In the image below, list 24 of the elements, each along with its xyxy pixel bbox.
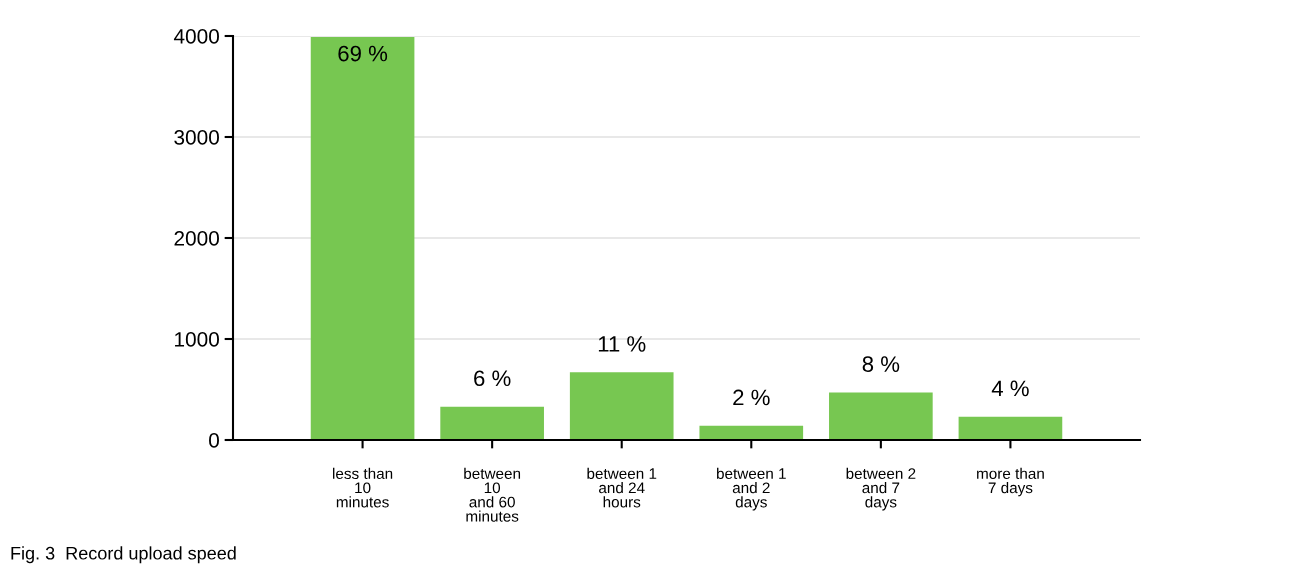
bar bbox=[569, 372, 674, 440]
x-tick-label: between 1 and 2 days bbox=[717, 467, 786, 511]
annotation: 8 % bbox=[862, 356, 900, 372]
bar bbox=[310, 37, 415, 440]
annotation: 11 % bbox=[598, 336, 646, 352]
bar bbox=[958, 416, 1063, 440]
x-tick-label: between 10 and 60 minutes bbox=[464, 467, 521, 522]
x-tick-label: less than 10 minutes bbox=[333, 467, 393, 508]
bar bbox=[829, 392, 933, 440]
caption: Fig. 3 Record upload speed bbox=[11, 546, 236, 564]
y-tick-label: 4000 bbox=[173, 29, 219, 44]
bar bbox=[699, 425, 804, 440]
annotation: 6 % bbox=[474, 370, 511, 387]
y-tick-label: 2000 bbox=[174, 231, 219, 246]
x-tick-label: between 2 and 7 days bbox=[846, 467, 916, 511]
y-tick-label: 3000 bbox=[174, 130, 219, 145]
x-tick-label: between 1 and 24 hours bbox=[587, 467, 657, 508]
y-tick-label: 0 bbox=[209, 433, 219, 448]
bar bbox=[440, 406, 544, 440]
annotation: 69 % bbox=[338, 45, 388, 62]
annotation: 2 % bbox=[733, 389, 770, 406]
annotation: 4 % bbox=[991, 380, 1029, 397]
y-tick-label: 1000 bbox=[175, 332, 219, 347]
x-tick-label: more than 7 days bbox=[977, 467, 1044, 497]
